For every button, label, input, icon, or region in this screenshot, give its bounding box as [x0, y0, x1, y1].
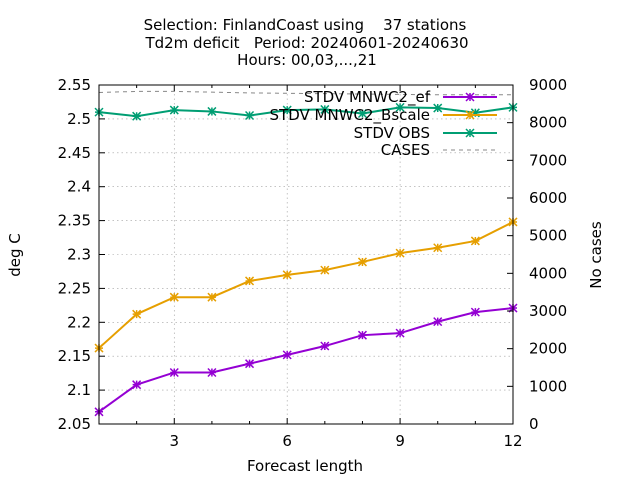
- y2-axis-label: No cases: [587, 221, 605, 289]
- data-point: [320, 265, 330, 275]
- data-point: [357, 108, 367, 119]
- data-point: [395, 328, 405, 338]
- data-point: [207, 292, 217, 302]
- y-tick-label: 2.45: [58, 144, 91, 162]
- y2-tick-label: 8000: [529, 114, 567, 132]
- data-point: [132, 111, 142, 121]
- y2-tick-label: 5000: [529, 227, 567, 245]
- legend-label: STDV MNWC2_ef: [304, 88, 431, 107]
- legend-label: CASES: [381, 141, 430, 159]
- series-line: [98, 221, 514, 349]
- data-point: [132, 309, 142, 319]
- data-point: [395, 102, 405, 112]
- y2-tick-label: 9000: [529, 76, 567, 94]
- data-point: [207, 106, 217, 116]
- y2-tick-label: 0: [529, 415, 539, 433]
- data-point: [320, 104, 330, 114]
- data-point: [433, 317, 443, 327]
- series-1: [94, 217, 518, 353]
- data-point: [245, 359, 255, 369]
- y2-tick-label: 2000: [529, 340, 567, 358]
- y-tick-label: 2.05: [58, 415, 91, 433]
- data-point: [132, 380, 142, 390]
- y2-tick-label: 1000: [529, 377, 567, 395]
- data-point: [470, 236, 480, 246]
- data-point: [169, 292, 179, 302]
- y2-tick-label: 7000: [529, 151, 567, 169]
- legend-marker: [465, 92, 475, 102]
- data-point: [320, 341, 330, 351]
- data-point: [470, 108, 480, 118]
- y-tick-label: 2.35: [58, 212, 91, 230]
- y-tick-label: 2.15: [58, 347, 91, 365]
- data-point: [470, 307, 480, 317]
- x-axis-label: Forecast length: [247, 457, 363, 475]
- data-point: [282, 350, 292, 360]
- title-line-2: Td2m deficit Period: 20240601-20240630: [144, 34, 468, 52]
- y-tick-label: 2.1: [67, 381, 91, 399]
- chart-title: Selection: FinlandCoast using 37 station…: [144, 16, 469, 69]
- data-point: [169, 367, 179, 378]
- series-line: [98, 90, 513, 96]
- y-tick-label: 2.4: [67, 178, 91, 196]
- series-line: [98, 307, 514, 413]
- y2-tick-label: 4000: [529, 264, 567, 282]
- y2-tick-label: 3000: [529, 302, 567, 320]
- x-tick-label: 9: [395, 432, 405, 450]
- y-tick-label: 2.3: [67, 246, 91, 264]
- data-point: [357, 257, 367, 267]
- data-point: [169, 105, 179, 115]
- data-point: [207, 367, 217, 378]
- data-point: [395, 248, 405, 258]
- y-tick-label: 2.5: [67, 110, 91, 128]
- x-tick-label: 6: [282, 432, 292, 450]
- title-line-3: Hours: 00,03,...,21: [237, 51, 377, 69]
- y-tick-label: 2.2: [67, 313, 91, 331]
- x-tick-label: 3: [169, 432, 179, 450]
- y-tick-label: 2.25: [58, 279, 91, 297]
- series-0: [94, 303, 518, 417]
- data-point: [433, 243, 443, 253]
- y-tick-label: 2.55: [58, 76, 91, 94]
- series-layer: [94, 90, 518, 417]
- legend-label: STDV MNWC2_Bscale: [270, 106, 430, 125]
- x-tick-label: 12: [503, 432, 522, 450]
- title-line-1: Selection: FinlandCoast using 37 station…: [144, 16, 467, 34]
- axis-ticks: 2.05 2.1 2.15 2.2 2.25 2.3 2.35 2.4 2.45 2.5 2.55 0…: [58, 76, 568, 450]
- legend-marker: [465, 128, 475, 138]
- grid: [99, 85, 513, 424]
- y-axis-label: deg C: [6, 233, 24, 277]
- series-3: [98, 90, 513, 96]
- data-point: [357, 330, 367, 340]
- data-point: [282, 105, 292, 115]
- y2-tick-label: 6000: [529, 189, 567, 207]
- series-line: [98, 106, 514, 118]
- legend-marker: [465, 110, 475, 120]
- data-point: [282, 270, 292, 280]
- data-point: [245, 110, 255, 121]
- data-point: [433, 103, 443, 113]
- data-point: [245, 276, 255, 286]
- legend-label: STDV OBS: [354, 124, 430, 142]
